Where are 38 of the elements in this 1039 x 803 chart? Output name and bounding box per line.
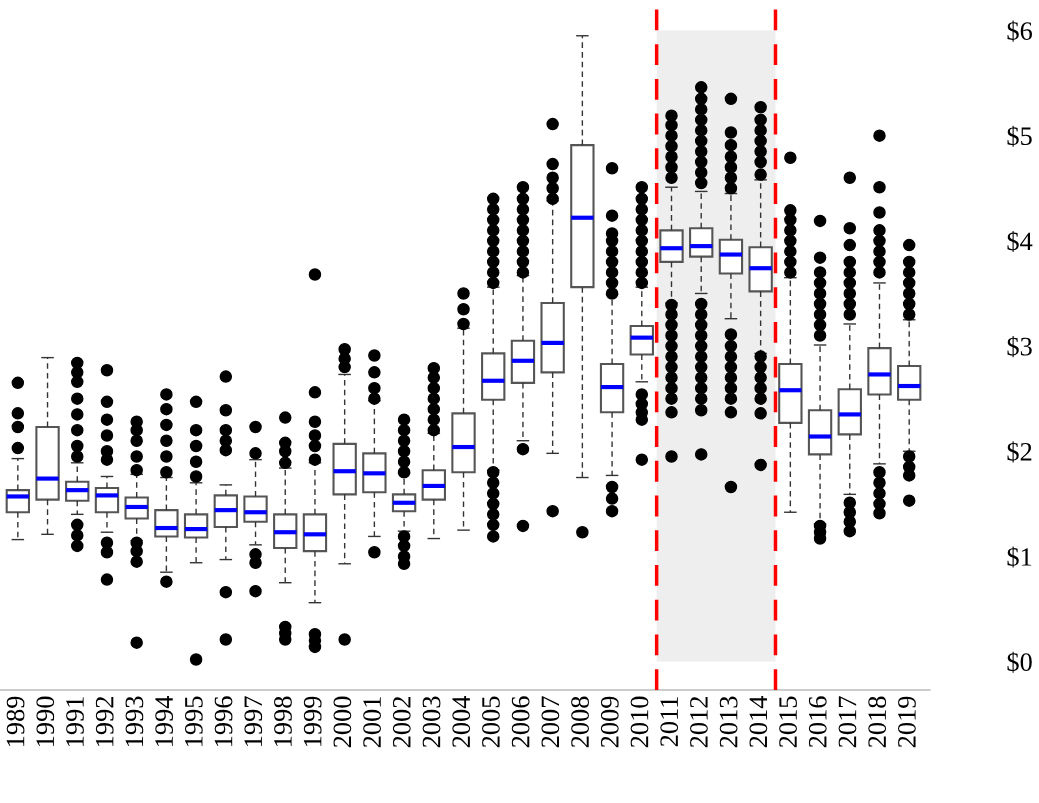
x-tick-label: 1989 [6,696,25,747]
y-tick-label: $0 [1007,651,1032,673]
x-tick-label: 2004 [452,695,471,748]
x-tick-label: 1994 [155,695,173,747]
x-tick-label: 2006 [511,696,530,748]
x-tick-label: 2002 [392,697,411,748]
x-tick-label: 2014 [749,695,768,748]
x-tick-label: 2008 [571,696,589,748]
y-tick-label: $6 [1007,20,1032,42]
x-tick-label: 2015 [779,696,797,748]
x-tick-label: 1996 [214,696,233,747]
x-tick-label: 2010 [630,696,649,748]
x-tick-label: 2003 [422,696,441,748]
y-tick-label: $1 [1007,546,1032,568]
x-tick-label: 2017 [838,696,857,748]
x-tick-label: 1992 [95,697,114,747]
x-tick-label: 1999 [303,696,322,747]
x-tick-label: 1997 [244,696,263,747]
x-tick-label: 2001 [363,697,381,748]
x-tick-label: 2012 [690,697,708,748]
x-tick-label: 2019 [898,696,916,748]
y-tick-label: $3 [1007,336,1032,358]
x-tick-label: 2016 [808,696,827,748]
x-tick-label: 1998 [274,696,292,747]
x-tick-label: 2009 [600,696,619,748]
y-tick-label: $5 [1007,125,1032,147]
y-tick-label: $2 [1007,441,1032,463]
x-tick-label: 2013 [719,696,738,748]
x-tick-label: 2018 [868,696,887,748]
x-tick-label: 2011 [660,697,679,747]
x-tick-label: 1990 [36,696,55,747]
x-tick-label: 2005 [482,696,500,748]
y-tick-label: $4 [1007,230,1033,253]
x-tick-label: 2000 [333,696,352,748]
x-tick-label: 1995 [184,696,203,747]
x-tick-label: 1991 [66,697,84,747]
x-tick-label: 1993 [125,696,144,747]
x-tick-label: 2007 [541,696,560,748]
